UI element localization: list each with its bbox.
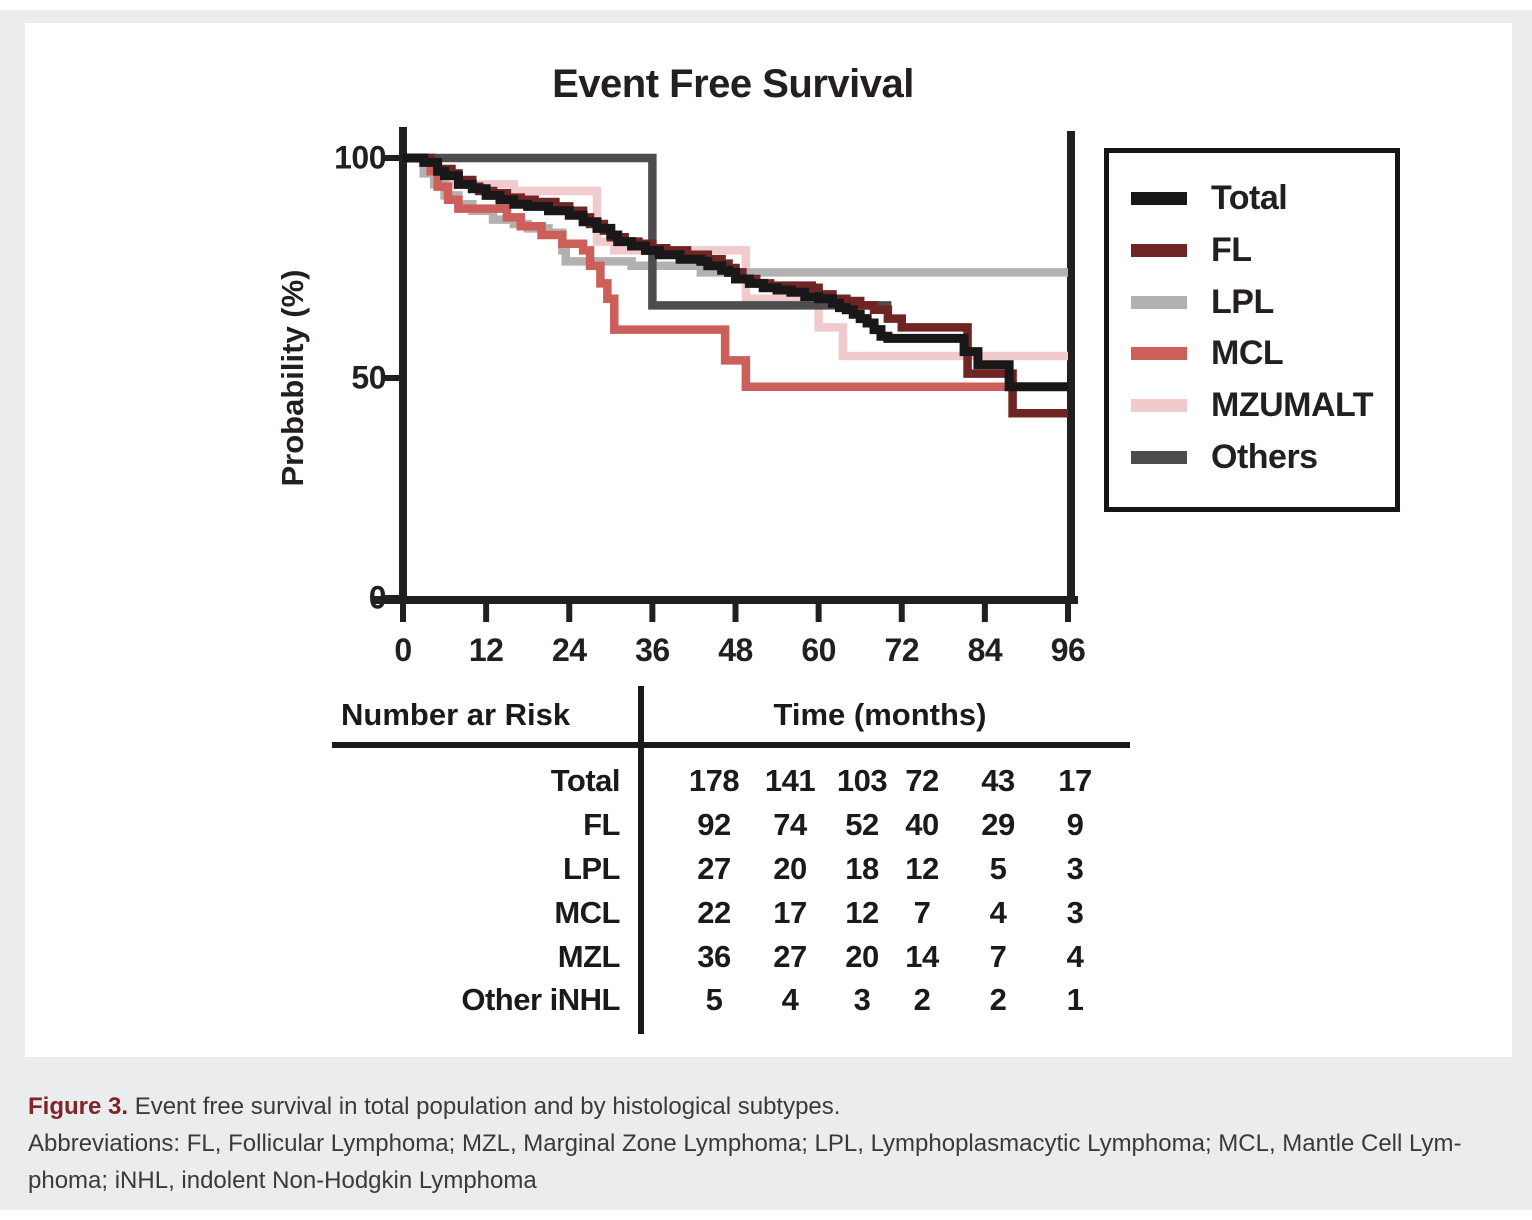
legend-label: MCL	[1211, 334, 1284, 373]
series-line-Others	[403, 153, 892, 310]
axis-tick-marks	[383, 155, 1071, 622]
series-line-MCL	[403, 153, 1068, 392]
legend-swatch-Others	[1131, 450, 1187, 464]
caption-figure-label: Figure 3.	[28, 1093, 129, 1120]
chart-title: Event Free Survival	[552, 62, 914, 106]
caption-line-1: Figure 3. Event free survival in total p…	[28, 1088, 1514, 1125]
x-tick-label: 36	[635, 632, 670, 668]
legend-swatch-LPL	[1131, 295, 1187, 309]
y-tick-label: 50	[351, 359, 386, 396]
x-tick-label: 24	[551, 632, 587, 668]
x-tick-label: 96	[1050, 632, 1086, 668]
legend-item-LPL: LPL	[1131, 283, 1395, 322]
figure-caption: Figure 3. Event free survival in total p…	[28, 1088, 1514, 1199]
legend-swatch-MZUMALT	[1131, 399, 1187, 413]
legend-item-MZUMALT: MZUMALT	[1131, 386, 1395, 425]
caption-abbrev-line-2: phoma; iNHL, indolent Non-Hodgkin Lympho…	[28, 1167, 537, 1194]
x-tick-label: 12	[468, 632, 504, 668]
legend-label: LPL	[1211, 282, 1274, 321]
caption-text: Event free survival in total population …	[128, 1093, 841, 1120]
x-tick-label: 48	[718, 632, 753, 668]
legend: Total FL LPL MCL MZUMALT Others	[1104, 148, 1400, 512]
legend-label: Others	[1211, 437, 1318, 476]
y-tick-label: 100	[334, 139, 386, 176]
survival-curves	[403, 153, 1068, 418]
series-line-Total	[403, 153, 1068, 392]
legend-swatch-MCL	[1131, 347, 1187, 361]
x-tick-label: 72	[884, 632, 920, 668]
legend-item-Others: Others	[1131, 438, 1395, 477]
legend-label: Total	[1211, 179, 1288, 217]
x-tick-label: 84	[967, 632, 1003, 668]
legend-item-FL: FL	[1131, 231, 1395, 270]
y-tick-label: 0	[368, 579, 387, 616]
legend-item-Total: Total	[1131, 179, 1395, 218]
x-tick-label: 0	[394, 632, 412, 668]
legend-swatch-FL	[1131, 243, 1187, 257]
legend-label: FL	[1211, 230, 1252, 269]
x-tick-label: 60	[801, 632, 836, 668]
legend-label: MZUMALT	[1211, 386, 1374, 425]
caption-abbrev-line-1: Abbreviations: FL, Follicular Lymphoma; …	[28, 1130, 1462, 1157]
legend-swatch-Total	[1131, 192, 1187, 205]
legend-item-MCL: MCL	[1131, 334, 1395, 373]
